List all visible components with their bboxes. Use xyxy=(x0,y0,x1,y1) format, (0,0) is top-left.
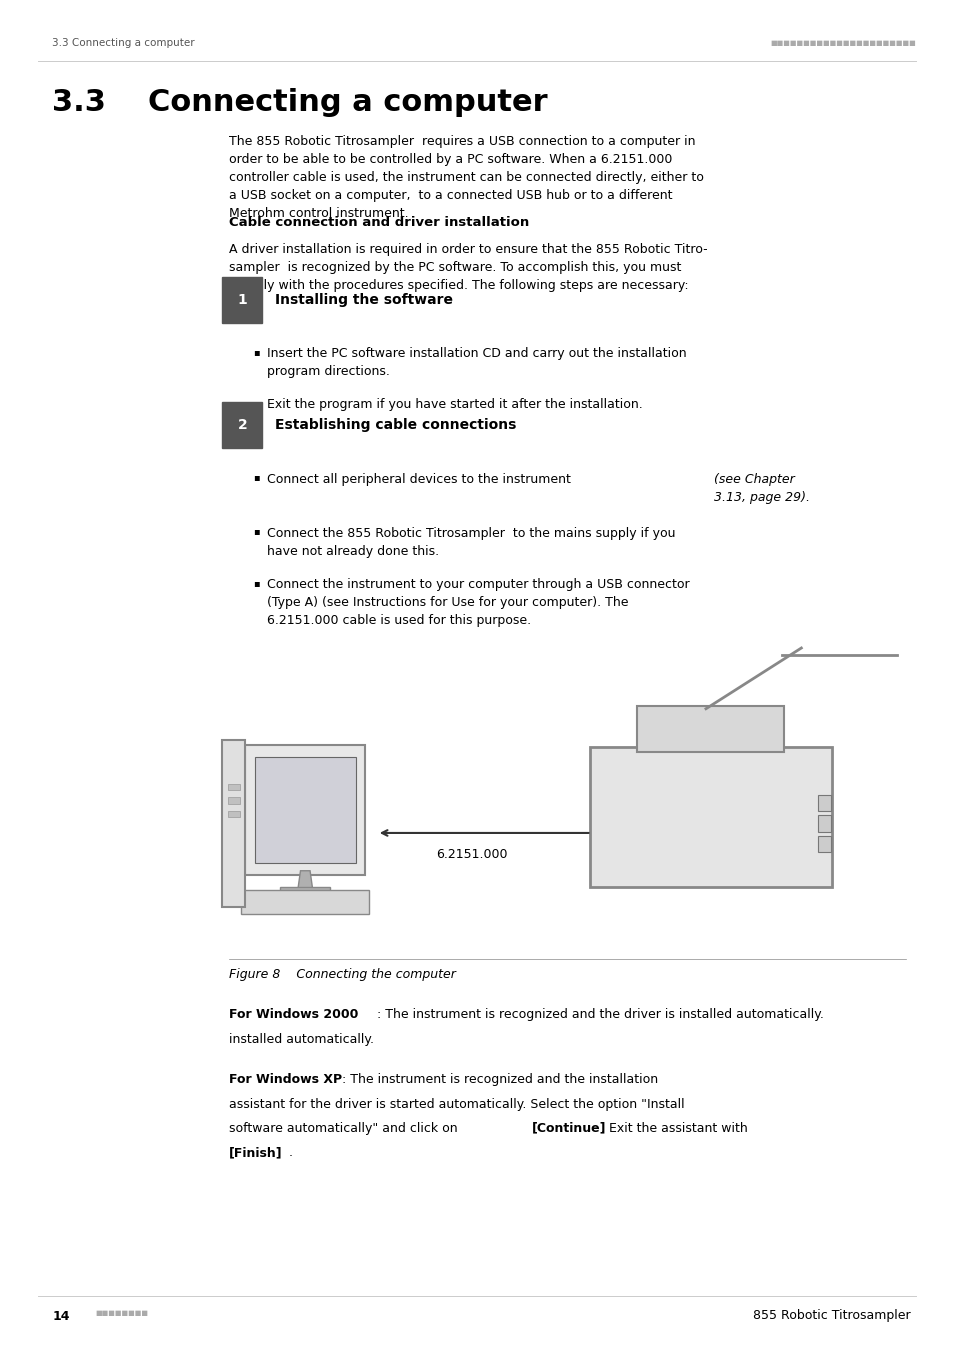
Text: [Continue]: [Continue] xyxy=(532,1122,606,1135)
FancyBboxPatch shape xyxy=(227,783,240,791)
Polygon shape xyxy=(297,871,313,891)
FancyBboxPatch shape xyxy=(817,795,830,811)
Text: ■■■■■■■■■■■■■■■■■■■■■■: ■■■■■■■■■■■■■■■■■■■■■■ xyxy=(769,40,915,46)
Text: A driver installation is required in order to ensure that the 855 Robotic Titro-: A driver installation is required in ord… xyxy=(229,243,707,292)
Text: Connect all peripheral devices to the instrument: Connect all peripheral devices to the in… xyxy=(267,472,575,486)
FancyBboxPatch shape xyxy=(254,757,355,863)
Text: 3.3: 3.3 xyxy=(52,88,106,116)
Text: . Exit the assistant with: . Exit the assistant with xyxy=(600,1122,747,1135)
Text: ▪: ▪ xyxy=(253,578,259,587)
FancyBboxPatch shape xyxy=(637,706,783,752)
Text: For Windows XP: For Windows XP xyxy=(229,1073,342,1087)
FancyBboxPatch shape xyxy=(222,740,245,907)
Text: Connecting a computer: Connecting a computer xyxy=(148,88,547,116)
Text: 6.2151.000: 6.2151.000 xyxy=(436,848,507,861)
Text: 14: 14 xyxy=(52,1310,70,1323)
FancyBboxPatch shape xyxy=(241,890,369,914)
Text: ▪: ▪ xyxy=(253,398,259,408)
Text: The 855 Robotic Titrosampler  requires a USB connection to a computer in
order t: The 855 Robotic Titrosampler requires a … xyxy=(229,135,703,220)
Text: 2: 2 xyxy=(237,418,247,432)
Text: Cable connection and driver installation: Cable connection and driver installation xyxy=(229,216,529,230)
Text: 1: 1 xyxy=(237,293,247,306)
Text: Figure 8    Connecting the computer: Figure 8 Connecting the computer xyxy=(229,968,456,981)
Text: ▪: ▪ xyxy=(253,347,259,356)
FancyBboxPatch shape xyxy=(227,810,240,817)
Text: .: . xyxy=(289,1146,293,1160)
Text: : The instrument is recognized and the installation: : The instrument is recognized and the i… xyxy=(341,1073,657,1087)
FancyBboxPatch shape xyxy=(227,796,240,803)
Text: Connect the instrument to your computer through a USB connector
(Type A) (see In: Connect the instrument to your computer … xyxy=(267,578,689,626)
Text: ▪: ▪ xyxy=(253,472,259,482)
Text: installed automatically.: installed automatically. xyxy=(229,1033,374,1046)
FancyBboxPatch shape xyxy=(222,277,262,323)
FancyBboxPatch shape xyxy=(817,815,830,832)
Text: 855 Robotic Titrosampler: 855 Robotic Titrosampler xyxy=(753,1310,910,1323)
Text: For Windows 2000: For Windows 2000 xyxy=(229,1008,358,1022)
Text: assistant for the driver is started automatically. Select the option "Install: assistant for the driver is started auto… xyxy=(229,1098,684,1111)
Text: Installing the software: Installing the software xyxy=(274,293,453,306)
Text: software automatically" and click on: software automatically" and click on xyxy=(229,1122,461,1135)
Text: (see Chapter
3.13, page 29).: (see Chapter 3.13, page 29). xyxy=(713,472,809,504)
Text: : The instrument is recognized and the driver is installed automatically.: : The instrument is recognized and the d… xyxy=(376,1008,822,1022)
Text: Insert the PC software installation CD and carry out the installation
program di: Insert the PC software installation CD a… xyxy=(267,347,686,378)
Text: Connect the 855 Robotic Titrosampler  to the mains supply if you
have not alread: Connect the 855 Robotic Titrosampler to … xyxy=(267,526,675,558)
FancyBboxPatch shape xyxy=(280,887,330,898)
Text: Exit the program if you have started it after the installation.: Exit the program if you have started it … xyxy=(267,398,642,412)
Text: ■■■■■■■■: ■■■■■■■■ xyxy=(95,1310,149,1315)
Text: ▪: ▪ xyxy=(253,526,259,536)
Text: 3.3 Connecting a computer: 3.3 Connecting a computer xyxy=(52,38,195,49)
FancyBboxPatch shape xyxy=(222,402,262,448)
FancyBboxPatch shape xyxy=(817,836,830,852)
Text: Establishing cable connections: Establishing cable connections xyxy=(274,418,516,432)
FancyBboxPatch shape xyxy=(245,745,365,875)
Text: [Finish]: [Finish] xyxy=(229,1146,282,1160)
FancyBboxPatch shape xyxy=(589,747,831,887)
